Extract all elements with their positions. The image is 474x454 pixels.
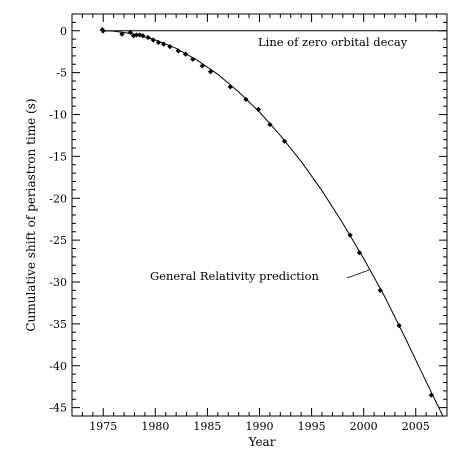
data-point (243, 96, 249, 103)
data-marker (190, 56, 196, 62)
data-marker (396, 322, 402, 329)
annotation-zero-decay: Line of zero orbital decay (258, 35, 408, 49)
data-point (150, 37, 156, 43)
data-point (227, 84, 233, 90)
data-point (356, 250, 363, 256)
data-marker (281, 138, 288, 144)
data-marker (130, 33, 137, 39)
data-marker (243, 96, 249, 103)
data-marker (199, 63, 205, 69)
y-tick-label: -10 (49, 109, 67, 122)
x-tick-label: 1975 (89, 420, 117, 433)
data-point (281, 138, 288, 144)
lines-layer (103, 30, 447, 417)
x-tick-label: 2005 (402, 420, 430, 433)
data-point (130, 33, 137, 39)
y-tick-label: 0 (60, 25, 67, 38)
data-point (119, 31, 125, 37)
y-tick-label: -25 (49, 234, 67, 247)
data-marker (127, 29, 133, 36)
data-point (167, 44, 173, 50)
data-marker (100, 28, 106, 34)
data-marker (182, 51, 189, 57)
x-tick-label: 1990 (246, 420, 274, 433)
data-point (140, 33, 146, 39)
data-marker (255, 106, 262, 113)
data-point (190, 56, 196, 62)
data-point (428, 392, 434, 398)
data-point (267, 121, 273, 128)
data-marker (155, 39, 162, 46)
data-point (175, 48, 181, 54)
data-point (100, 28, 106, 34)
data-marker (207, 69, 214, 75)
data-point (207, 69, 214, 75)
data-point (377, 287, 383, 293)
y-tick-label: -15 (49, 150, 67, 163)
data-marker (145, 34, 151, 41)
data-marker (428, 392, 434, 398)
y-tick-label: -5 (56, 67, 67, 80)
points-layer (99, 26, 434, 398)
y-tick-label: -20 (49, 192, 67, 205)
x-axis-label: Year (248, 435, 276, 449)
data-marker (227, 84, 233, 90)
data-marker (377, 287, 383, 293)
plot-frame (71, 13, 448, 417)
y-tick-label: -30 (49, 276, 67, 289)
x-tick-label: 1980 (141, 420, 169, 433)
data-point (182, 51, 189, 57)
data-marker (167, 44, 173, 50)
x-tick-label: 2000 (350, 420, 378, 433)
x-tick-label: 1985 (193, 420, 221, 433)
y-axis-label: Cumulative shift of periastron time (s) (24, 98, 38, 331)
data-point (145, 34, 151, 41)
data-point (347, 232, 353, 238)
data-point (127, 29, 133, 36)
data-marker (356, 250, 363, 256)
data-marker (347, 232, 353, 238)
data-point (133, 32, 140, 38)
y-tick-label: -35 (49, 318, 67, 331)
data-point (396, 322, 402, 329)
data-marker (161, 41, 167, 47)
ticks-layer: 1975 1980 1985 1990 1995 2000 2005 0 -5 -10 -15 -20… (49, 13, 448, 433)
data-marker (267, 121, 273, 128)
data-point (255, 106, 262, 113)
data-point (161, 41, 167, 47)
x-tick-label: 1995 (298, 420, 326, 433)
y-tick-label: -45 (49, 402, 67, 415)
annotation-gr-prediction: General Relativity prediction (150, 269, 320, 283)
data-point (199, 63, 205, 69)
data-marker (175, 48, 181, 54)
data-point (155, 39, 162, 46)
data-marker (133, 32, 140, 38)
data-marker (150, 37, 156, 43)
annotation-gr-pointer (346, 269, 370, 279)
gr-prediction-curve (103, 30, 444, 417)
data-marker (119, 31, 125, 37)
data-marker (140, 33, 146, 39)
y-tick-label: -40 (49, 360, 67, 373)
